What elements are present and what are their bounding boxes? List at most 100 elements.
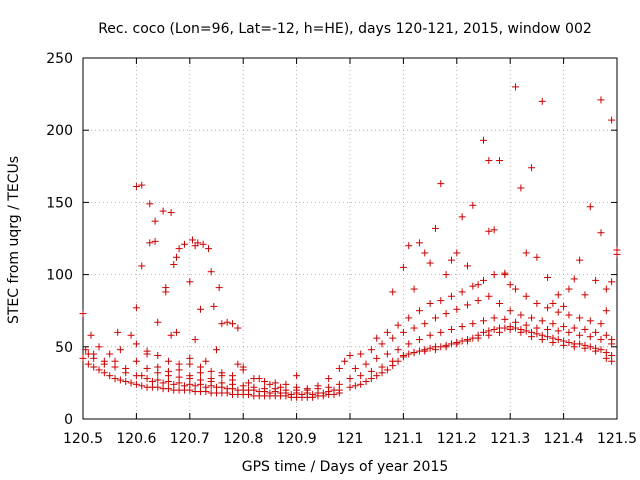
data-point bbox=[188, 236, 196, 244]
data-point bbox=[127, 331, 135, 339]
data-point bbox=[143, 375, 151, 383]
data-point bbox=[522, 249, 530, 257]
data-point bbox=[405, 314, 413, 322]
data-point bbox=[597, 229, 605, 237]
data-point bbox=[186, 372, 194, 380]
data-point bbox=[496, 328, 504, 336]
data-point bbox=[106, 350, 114, 358]
x-tick-label: 121 bbox=[337, 431, 364, 447]
data-point bbox=[314, 382, 322, 390]
data-point bbox=[357, 372, 365, 380]
data-point bbox=[164, 367, 172, 375]
data-point bbox=[560, 341, 568, 349]
data-point bbox=[490, 226, 498, 234]
data-point bbox=[426, 259, 434, 267]
data-point bbox=[415, 336, 423, 344]
data-point bbox=[608, 116, 616, 124]
data-point bbox=[565, 285, 573, 293]
data-point bbox=[490, 271, 498, 279]
data-point bbox=[538, 336, 546, 344]
data-point bbox=[132, 357, 140, 365]
data-point bbox=[410, 324, 418, 332]
data-point bbox=[367, 367, 375, 375]
data-point bbox=[319, 389, 327, 397]
data-point bbox=[463, 337, 471, 345]
data-point bbox=[100, 357, 108, 365]
data-point bbox=[325, 383, 333, 391]
data-point bbox=[453, 305, 461, 313]
data-point bbox=[170, 380, 178, 388]
data-point bbox=[608, 336, 616, 344]
data-point bbox=[415, 239, 423, 247]
data-point bbox=[159, 379, 167, 387]
data-point bbox=[186, 278, 194, 286]
data-point bbox=[378, 340, 386, 348]
data-point bbox=[549, 320, 557, 328]
data-point bbox=[82, 346, 90, 354]
data-point bbox=[167, 331, 175, 339]
data-point bbox=[533, 253, 541, 261]
data-point bbox=[325, 375, 333, 383]
data-point bbox=[447, 292, 455, 300]
data-point bbox=[346, 383, 354, 391]
data-point bbox=[480, 317, 487, 325]
data-point bbox=[159, 207, 167, 215]
chart-title: Rec. coco (Lon=96, Lat=-12, h=HE), days … bbox=[98, 21, 592, 37]
data-point bbox=[245, 379, 253, 387]
data-point bbox=[164, 385, 172, 393]
data-point bbox=[138, 262, 146, 270]
data-point bbox=[116, 346, 124, 354]
x-tick-label: 121.4 bbox=[544, 431, 584, 447]
data-point bbox=[501, 315, 509, 323]
data-point bbox=[570, 275, 578, 283]
y-tick-label: 200 bbox=[46, 123, 73, 139]
data-point bbox=[554, 336, 562, 344]
data-point bbox=[426, 344, 434, 352]
data-point bbox=[517, 311, 525, 319]
data-point bbox=[210, 302, 218, 310]
data-point bbox=[378, 363, 386, 371]
data-point bbox=[234, 360, 242, 368]
data-point bbox=[597, 336, 605, 344]
data-point bbox=[544, 325, 552, 333]
data-point bbox=[442, 343, 450, 351]
data-point bbox=[586, 317, 594, 325]
data-point bbox=[122, 369, 130, 377]
data-point bbox=[261, 385, 269, 393]
data-point bbox=[196, 305, 204, 313]
data-point bbox=[565, 328, 573, 336]
data-point bbox=[202, 383, 210, 391]
data-point bbox=[405, 350, 413, 358]
data-point bbox=[194, 239, 202, 247]
data-point bbox=[533, 299, 541, 307]
data-point bbox=[239, 366, 247, 374]
data-point bbox=[469, 201, 477, 209]
data-point bbox=[79, 354, 87, 362]
data-point bbox=[196, 376, 204, 384]
data-point bbox=[592, 276, 600, 284]
x-tick-label: 121.5 bbox=[597, 431, 637, 447]
data-point bbox=[191, 382, 199, 390]
data-point bbox=[485, 227, 493, 235]
data-point bbox=[202, 357, 210, 365]
data-point bbox=[172, 253, 180, 261]
data-point bbox=[218, 379, 226, 387]
data-point bbox=[170, 260, 178, 268]
y-tick-label: 50 bbox=[55, 340, 73, 356]
data-point bbox=[399, 351, 407, 359]
data-point bbox=[453, 340, 461, 348]
data-point bbox=[146, 239, 154, 247]
data-point bbox=[266, 389, 274, 397]
data-point bbox=[506, 307, 514, 315]
data-point bbox=[95, 343, 103, 351]
data-point bbox=[415, 307, 423, 315]
data-point bbox=[463, 301, 471, 309]
data-point bbox=[485, 331, 493, 339]
data-point bbox=[204, 245, 212, 253]
data-point bbox=[512, 318, 520, 326]
data-point bbox=[282, 380, 290, 388]
data-point bbox=[367, 346, 375, 354]
data-point bbox=[602, 307, 610, 315]
data-point bbox=[496, 157, 504, 165]
data-point bbox=[554, 327, 562, 335]
